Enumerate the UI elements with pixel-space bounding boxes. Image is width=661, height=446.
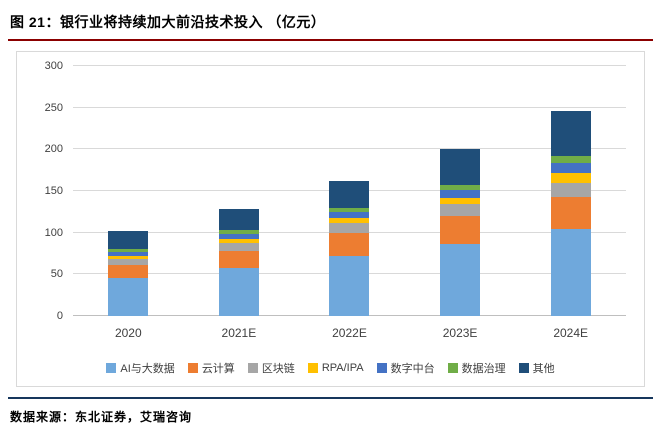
- bar-segment-数字中台: [440, 190, 481, 198]
- legend-label: 其他: [532, 363, 555, 375]
- bar-segment-云计算: [550, 196, 591, 229]
- legend-label: AI与大数据: [120, 363, 175, 375]
- footer-divider: [8, 397, 653, 399]
- bar-segment-RPA/IPA: [440, 197, 481, 205]
- y-axis: 0 50 100 150 200 250 300: [25, 60, 63, 322]
- legend-item-数据治理: 数据治理: [447, 360, 506, 376]
- y-tick-label: 150: [44, 185, 63, 197]
- bar-segment-云计算: [108, 265, 149, 278]
- bar-segment-RPA/IPA: [108, 256, 149, 259]
- data-source: 数据来源：东北证券，艾瑞咨询: [10, 410, 193, 424]
- legend-swatch: [376, 363, 387, 373]
- legend-swatch: [187, 363, 198, 373]
- stacked-bar: [440, 149, 481, 316]
- plot-area: [73, 65, 626, 316]
- bar-segment-数字中台: [108, 251, 149, 257]
- y-tick-label: 50: [50, 268, 63, 281]
- bar-segment-其他: [440, 149, 481, 186]
- legend-swatch: [518, 363, 529, 373]
- x-tick-label: 2023E: [442, 326, 478, 340]
- bar-group-2021E: [184, 66, 295, 316]
- y-tick-label: 250: [44, 101, 63, 114]
- bar-segment-区块链: [440, 204, 481, 216]
- y-tick-label: 300: [44, 60, 63, 72]
- bar-group-2023E: [405, 66, 516, 316]
- bar-segment-数据治理: [329, 207, 370, 212]
- legend-label: RPA/IPA: [321, 362, 364, 374]
- bar-segment-RPA/IPA: [329, 217, 370, 223]
- title-divider: [8, 39, 653, 41]
- bars-container: [73, 66, 626, 316]
- legend-swatch: [307, 363, 318, 373]
- bar-segment-AI与大数据: [440, 243, 481, 316]
- bar-segment-云计算: [329, 232, 370, 256]
- bar-segment-AI与大数据: [108, 277, 149, 316]
- bar-segment-区块链: [218, 242, 259, 252]
- bar-segment-数字中台: [550, 162, 591, 173]
- legend-label: 区块链: [261, 363, 295, 375]
- legend-item-云计算: 云计算: [187, 360, 235, 376]
- bar-segment-云计算: [218, 251, 259, 268]
- bar-segment-AI与大数据: [329, 256, 370, 316]
- bar-segment-数据治理: [550, 156, 591, 163]
- bar-group-2022E: [294, 66, 405, 316]
- bar-segment-数字中台: [329, 211, 370, 218]
- x-tick-label: 2021E: [221, 326, 257, 340]
- legend-item-其他: 其他: [518, 360, 555, 376]
- bar-group-2020: [73, 66, 184, 316]
- bar-segment-RPA/IPA: [218, 239, 259, 243]
- y-tick-label: 100: [44, 226, 63, 239]
- bar-segment-区块链: [108, 258, 149, 266]
- stacked-bar-chart: 0 50 100 150 200 250 300 2020 2021E 2022E 2023E 20…: [16, 51, 645, 387]
- stacked-bar: [550, 111, 591, 316]
- legend-label: 数字中台: [390, 363, 435, 375]
- bar-segment-其他: [218, 209, 259, 231]
- bar-segment-数据治理: [108, 248, 149, 252]
- bar-segment-区块链: [329, 222, 370, 233]
- y-tick-label: 0: [56, 310, 63, 322]
- gridline: [73, 148, 626, 150]
- bar-segment-其他: [108, 231, 149, 249]
- bar-segment-云计算: [440, 216, 481, 244]
- chart-legend: AI与大数据 云计算 区块链 RPA/IPA 数字中台 数据治理 其他: [17, 360, 644, 376]
- legend-item-AI与大数据: AI与大数据: [106, 360, 175, 376]
- legend-item-RPA/IPA: RPA/IPA: [307, 360, 364, 376]
- bar-segment-RPA/IPA: [550, 172, 591, 183]
- bar-segment-其他: [329, 181, 370, 208]
- stacked-bar: [329, 181, 370, 316]
- x-tick-label: 2022E: [332, 326, 367, 340]
- legend-label: 数据治理: [461, 363, 506, 375]
- figure-title: 图 21：银行业将持续加大前沿技术投入 （亿元）: [10, 14, 326, 30]
- bar-segment-区块链: [550, 182, 591, 197]
- legend-item-数字中台: 数字中台: [376, 360, 435, 376]
- y-tick-label: 200: [44, 143, 63, 156]
- bar-segment-AI与大数据: [218, 267, 259, 316]
- legend-label: 云计算: [201, 363, 235, 375]
- legend-swatch: [106, 363, 117, 373]
- figure-title-row: 图 21：银行业将持续加大前沿技术投入 （亿元）: [0, 0, 661, 39]
- bar-segment-数据治理: [440, 185, 481, 191]
- legend-swatch: [247, 363, 258, 373]
- bar-segment-数据治理: [218, 230, 259, 235]
- x-tick-label: 2020: [114, 326, 142, 340]
- bar-segment-AI与大数据: [550, 228, 591, 316]
- stacked-bar: [218, 209, 259, 316]
- bar-group-2024E: [515, 66, 626, 316]
- legend-item-区块链: 区块链: [247, 360, 295, 376]
- bar-segment-数字中台: [218, 234, 259, 240]
- x-tick-label: 2024E: [553, 326, 589, 340]
- bar-segment-其他: [550, 111, 591, 157]
- legend-swatch: [447, 363, 458, 373]
- stacked-bar: [108, 231, 149, 316]
- gridline: [73, 65, 626, 66]
- gridline: [73, 106, 626, 108]
- x-axis: 2020 2021E 2022E 2023E 2024E: [73, 326, 626, 340]
